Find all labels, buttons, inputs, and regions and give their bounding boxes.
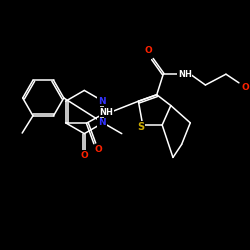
Text: N: N	[98, 118, 106, 127]
Text: O: O	[144, 46, 152, 55]
Text: O: O	[242, 83, 249, 92]
Text: NH: NH	[100, 108, 114, 116]
Text: N: N	[98, 97, 106, 106]
Text: O: O	[80, 151, 88, 160]
Text: S: S	[137, 122, 144, 132]
Text: O: O	[94, 145, 102, 154]
Text: NH: NH	[178, 70, 192, 79]
